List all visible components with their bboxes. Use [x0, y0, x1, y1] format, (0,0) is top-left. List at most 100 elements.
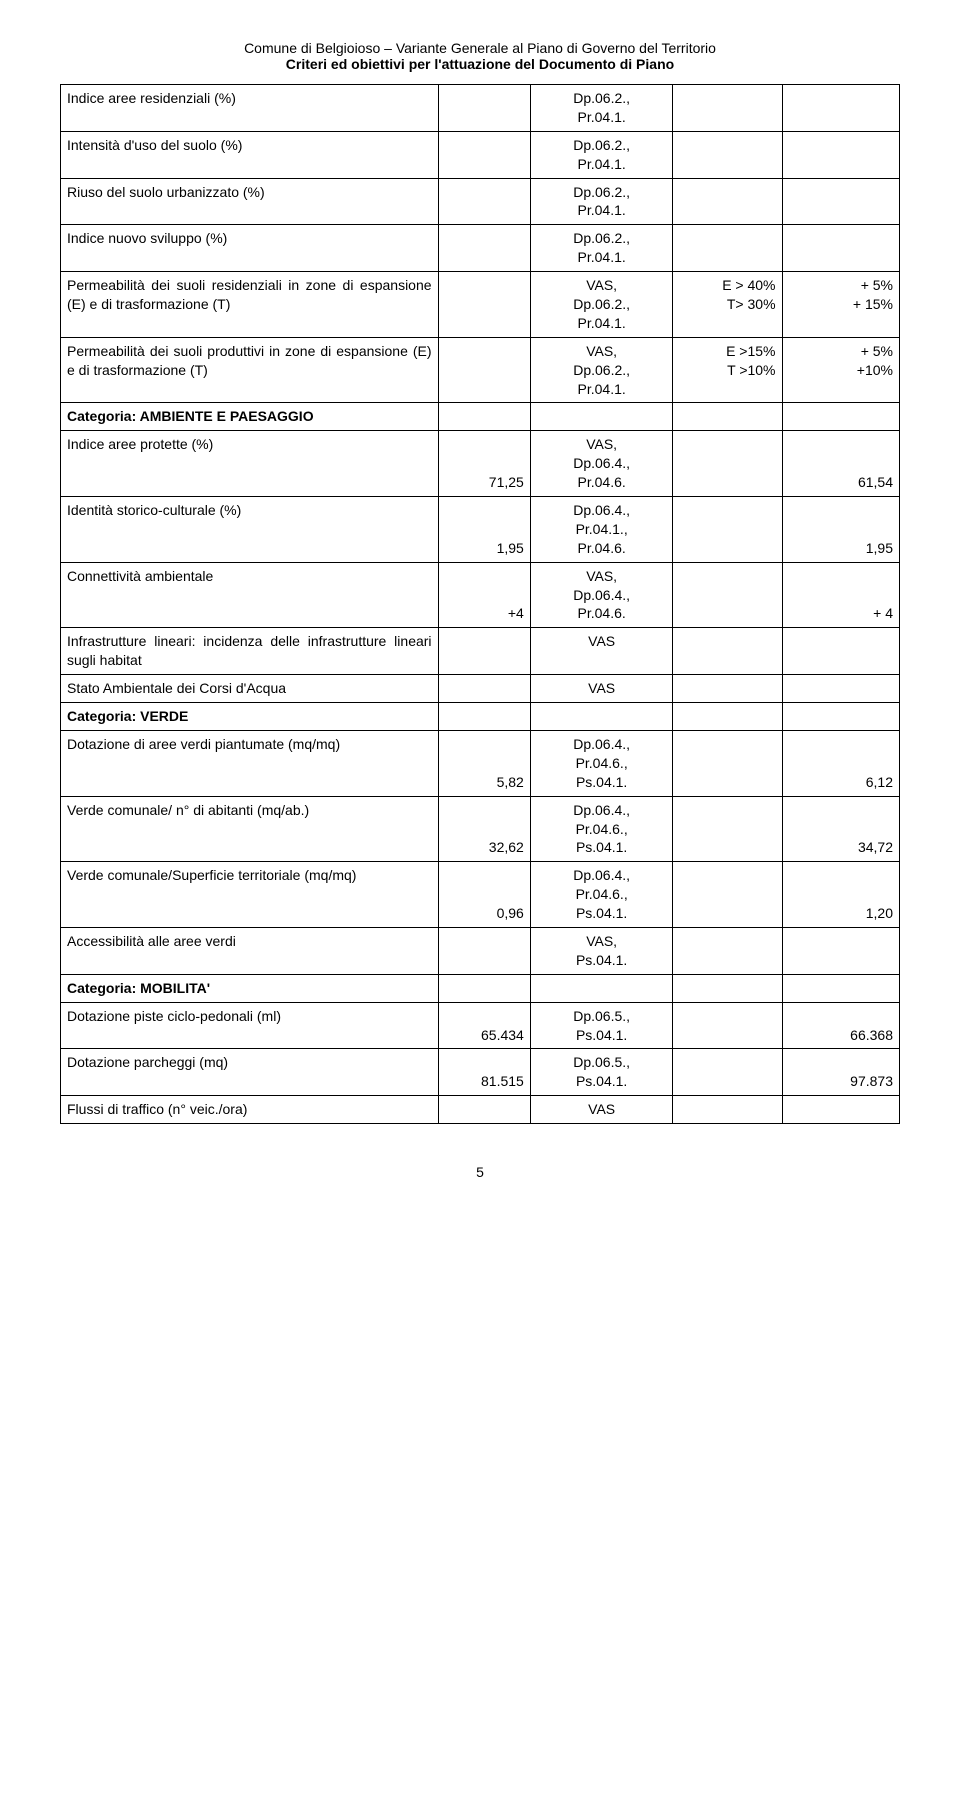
table-row: Riuso del suolo urbanizzato (%)Dp.06.2.,… [61, 178, 900, 225]
label-cell: Indice aree residenziali (%) [61, 85, 439, 132]
label-cell: Permeabilità dei suoli produttivi in zon… [61, 337, 439, 403]
reference-cell: Dp.06.4.,Pr.04.6.,Ps.04.1. [530, 730, 673, 796]
value-cell-4 [673, 225, 782, 272]
value-cell-4 [673, 796, 782, 862]
value-cell-4 [673, 675, 782, 703]
value-cell-2: 32,62 [438, 796, 530, 862]
label-cell: Infrastrutture lineari: incidenza delle … [61, 628, 439, 675]
value-cell-2: 81.515 [438, 1049, 530, 1096]
value-cell-2 [438, 1096, 530, 1124]
table-row: Flussi di traffico (n° veic./ora) VAS [61, 1096, 900, 1124]
value-cell-5 [782, 628, 899, 675]
reference-cell: Dp.06.4.,Pr.04.6.,Ps.04.1. [530, 862, 673, 928]
table-row: Indice aree protette (%)71,25VAS,Dp.06.4… [61, 431, 900, 497]
label-cell: Dotazione piste ciclo-pedonali (ml) [61, 1002, 439, 1049]
label-cell: Indice aree protette (%) [61, 431, 439, 497]
label-cell: Indice nuovo sviluppo (%) [61, 225, 439, 272]
document-header: Comune di Belgioioso – Variante Generale… [60, 40, 900, 72]
value-cell-2 [438, 337, 530, 403]
reference-cell: Dp.06.2.,Pr.04.1. [530, 225, 673, 272]
value-cell-2 [438, 131, 530, 178]
value-cell-5 [782, 85, 899, 132]
reference-cell: VAS [530, 628, 673, 675]
label-cell: Verde comunale/Superficie territoriale (… [61, 862, 439, 928]
header-line1: Comune di Belgioioso – Variante Generale… [60, 40, 900, 56]
label-cell: Stato Ambientale dei Corsi d'Acqua [61, 675, 439, 703]
reference-cell: VAS [530, 675, 673, 703]
value-cell-4 [673, 862, 782, 928]
value-cell-2: 65.434 [438, 1002, 530, 1049]
reference-cell: VAS,Dp.06.4.,Pr.04.6. [530, 431, 673, 497]
value-cell-5 [782, 703, 899, 731]
reference-cell: VAS,Ps.04.1. [530, 927, 673, 974]
value-cell-4: E >15%T >10% [673, 337, 782, 403]
value-cell-2 [438, 974, 530, 1002]
label-cell: Riuso del suolo urbanizzato (%) [61, 178, 439, 225]
value-cell-4 [673, 562, 782, 628]
table-row: Indice aree residenziali (%) Dp.06.2.,Pr.… [61, 85, 900, 132]
reference-cell [530, 703, 673, 731]
table-row: Categoria: MOBILITA' [61, 974, 900, 1002]
table-row: Identità storico-culturale (%)1,95Dp.06.… [61, 497, 900, 563]
value-cell-4 [673, 85, 782, 132]
value-cell-2: 0,96 [438, 862, 530, 928]
value-cell-4: E > 40%T> 30% [673, 272, 782, 338]
value-cell-2: 1,95 [438, 497, 530, 563]
reference-cell: Dp.06.2.,Pr.04.1. [530, 131, 673, 178]
table-row: Indice nuovo sviluppo (%) Dp.06.2.,Pr.04.… [61, 225, 900, 272]
value-cell-4 [673, 927, 782, 974]
table-row: Categoria: VERDE [61, 703, 900, 731]
value-cell-4 [673, 1002, 782, 1049]
table-row: Permeabilità dei suoli produttivi in zon… [61, 337, 900, 403]
value-cell-2 [438, 703, 530, 731]
category-cell: Categoria: MOBILITA' [61, 974, 439, 1002]
value-cell-5: + 5%+10% [782, 337, 899, 403]
value-cell-5 [782, 225, 899, 272]
table-row: Permeabilità dei suoli residenziali in z… [61, 272, 900, 338]
header-line2: Criteri ed obiettivi per l'attuazione de… [60, 56, 900, 72]
table-row: Dotazione parcheggi (mq)81.515Dp.06.5.,P… [61, 1049, 900, 1096]
value-cell-5: 97.873 [782, 1049, 899, 1096]
value-cell-5 [782, 1096, 899, 1124]
data-table: Indice aree residenziali (%) Dp.06.2.,Pr.… [60, 84, 900, 1124]
value-cell-5 [782, 675, 899, 703]
label-cell: Dotazione di aree verdi piantumate (mq/m… [61, 730, 439, 796]
value-cell-5: 66.368 [782, 1002, 899, 1049]
reference-cell [530, 403, 673, 431]
label-cell: Identità storico-culturale (%) [61, 497, 439, 563]
value-cell-5 [782, 974, 899, 1002]
value-cell-4 [673, 1096, 782, 1124]
label-cell: Accessibilità alle aree verdi [61, 927, 439, 974]
value-cell-5: 34,72 [782, 796, 899, 862]
value-cell-5: 1,95 [782, 497, 899, 563]
value-cell-2 [438, 628, 530, 675]
value-cell-4 [673, 974, 782, 1002]
value-cell-2 [438, 85, 530, 132]
reference-cell: VAS,Dp.06.2.,Pr.04.1. [530, 337, 673, 403]
reference-cell: VAS [530, 1096, 673, 1124]
table-row: Connettività ambientale+4VAS,Dp.06.4.,Pr… [61, 562, 900, 628]
label-cell: Permeabilità dei suoli residenziali in z… [61, 272, 439, 338]
table-row: Dotazione di aree verdi piantumate (mq/m… [61, 730, 900, 796]
table-row: Verde comunale/ n° di abitanti (mq/ab.)3… [61, 796, 900, 862]
value-cell-5: + 4 [782, 562, 899, 628]
reference-cell: VAS,Dp.06.2.,Pr.04.1. [530, 272, 673, 338]
value-cell-4 [673, 730, 782, 796]
table-row: Dotazione piste ciclo-pedonali (ml)65.43… [61, 1002, 900, 1049]
page-number: 5 [60, 1164, 900, 1180]
value-cell-5: 6,12 [782, 730, 899, 796]
value-cell-5 [782, 927, 899, 974]
value-cell-5 [782, 403, 899, 431]
label-cell: Connettività ambientale [61, 562, 439, 628]
label-cell: Flussi di traffico (n° veic./ora) [61, 1096, 439, 1124]
reference-cell: Dp.06.4.,Pr.04.1.,Pr.04.6. [530, 497, 673, 563]
value-cell-2: 71,25 [438, 431, 530, 497]
table-row: Intensità d'uso del suolo (%)Dp.06.2.,Pr… [61, 131, 900, 178]
reference-cell: Dp.06.2.,Pr.04.1. [530, 85, 673, 132]
reference-cell: Dp.06.5.,Ps.04.1. [530, 1049, 673, 1096]
value-cell-4 [673, 178, 782, 225]
value-cell-2: 5,82 [438, 730, 530, 796]
value-cell-4 [673, 403, 782, 431]
value-cell-2 [438, 178, 530, 225]
value-cell-2 [438, 225, 530, 272]
